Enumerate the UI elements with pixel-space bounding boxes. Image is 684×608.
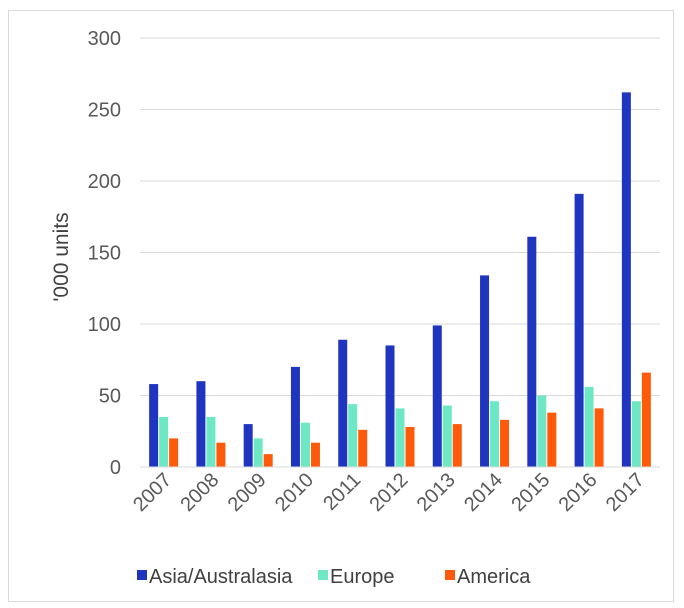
x-axis-tick-labels: 2007 2008 2009 2010 2011 2012 2013 2014 2015 2016… [129,469,649,516]
bar-europe-2009 [253,438,263,467]
x-tick-label: 2014 [460,469,507,516]
y-tick-label: 150 [88,243,121,265]
bar-america-2007 [169,438,179,467]
bar-asia-australasia-2010 [290,366,300,467]
gridlines [140,37,660,396]
bar-asia-australasia-2016 [574,193,584,467]
bar-america-2015 [547,412,557,467]
bar-asia-australasia-2014 [480,275,490,467]
bars [149,92,651,467]
bar-europe-2014 [490,401,500,467]
y-tick-label: 250 [88,100,121,122]
x-tick-label: 2007 [129,469,176,516]
bar-europe-2011 [348,404,358,467]
bar-america-2014 [500,419,510,467]
bar-asia-australasia-2017 [621,92,631,467]
bar-america-2016 [594,408,604,467]
legend-swatch [318,570,328,580]
bar-europe-2007 [159,416,169,467]
x-tick-label: 2009 [224,469,271,516]
x-tick-label: 2015 [507,469,554,516]
y-tick-label: 300 [88,28,121,50]
x-tick-label: 2010 [271,469,318,516]
y-tick-label: 200 [88,171,121,193]
bar-europe-2008 [206,416,216,467]
bar-europe-2016 [584,386,594,467]
x-tick-label: 2013 [413,469,460,516]
bar-asia-australasia-2009 [243,424,253,467]
bar-asia-australasia-2011 [338,339,348,467]
bar-america-2012 [405,426,415,467]
y-tick-label: 0 [110,457,121,479]
chart-frame [8,10,674,602]
bar-america-2017 [641,372,651,467]
legend-swatch [445,570,455,580]
y-tick-label: 100 [88,314,121,336]
bar-asia-australasia-2013 [432,325,442,467]
bar-america-2011 [358,429,368,467]
bar-europe-2015 [537,395,547,467]
bar-asia-australasia-2012 [385,345,395,467]
legend: Asia/Australasia Europe America [137,566,531,588]
bar-america-2010 [310,442,320,467]
bar-america-2008 [216,442,226,467]
x-tick-label: 2011 [319,469,365,515]
x-tick-label: 2016 [555,469,602,516]
y-axis-title: '000 units [50,212,73,301]
bar-europe-2017 [631,401,641,467]
x-tick-label: 2008 [176,469,223,516]
bar-america-2009 [263,454,273,467]
bar-america-2013 [452,424,462,467]
x-tick-label: 2017 [602,469,649,516]
bar-europe-2013 [442,405,452,467]
legend-swatch [137,570,147,580]
bar-europe-2012 [395,408,405,467]
bar-asia-australasia-2007 [149,384,159,467]
x-tick-label: 2012 [366,469,413,516]
y-tick-label: 50 [99,386,121,408]
bar-asia-australasia-2015 [527,236,537,467]
bar-asia-australasia-2008 [196,381,206,467]
bar-europe-2010 [300,422,310,467]
legend-label: America [457,566,531,588]
y-axis-tick-labels: 0 50 100 150 200 250 300 [88,28,121,479]
legend-label: Asia/Australasia [149,566,293,588]
legend-label: Europe [330,566,395,588]
